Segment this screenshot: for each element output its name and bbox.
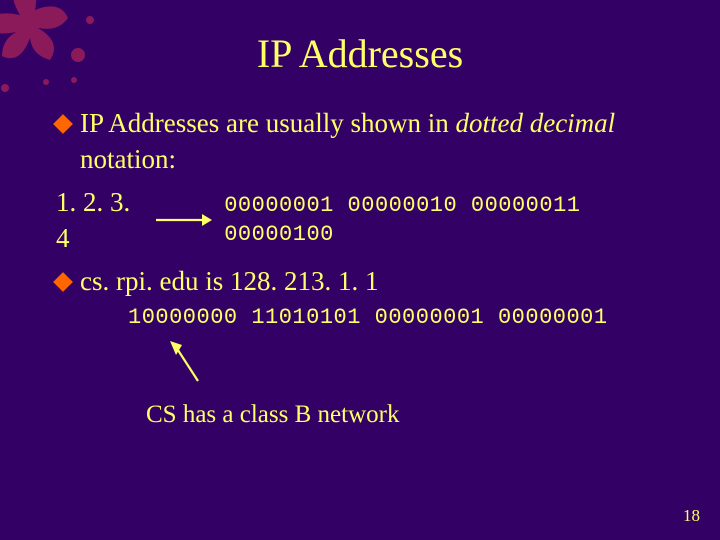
bullet-diamond-icon — [53, 114, 73, 134]
binary-line-2: 10000000 11010101 00000001 00000001 — [128, 303, 672, 333]
bullet-2-value: 128. 213. 1. 1 — [230, 266, 379, 296]
bullet-2-prefix: cs. rpi. edu is — [80, 266, 230, 296]
bullet-diamond-icon — [53, 272, 73, 292]
bullet-1-prefix: IP Addresses are usually shown in — [80, 108, 455, 138]
bullet-1: IP Addresses are usually shown in dotted… — [56, 105, 672, 178]
bullet-1-suffix: notation: — [80, 144, 176, 174]
bullet-1-text: IP Addresses are usually shown in dotted… — [80, 105, 672, 178]
page-number: 18 — [683, 506, 700, 526]
arrow-right-icon — [154, 211, 214, 229]
example-binary: 00000001 00000010 00000011 00000100 — [224, 191, 672, 250]
slide-title: IP Addresses — [48, 30, 672, 77]
example-line: 1. 2. 3. 4 00000001 00000010 00000011 00… — [56, 184, 672, 257]
bullet-1-italic: dotted decimal — [455, 108, 615, 138]
bullet-2: cs. rpi. edu is 128. 213. 1. 1 — [56, 263, 672, 299]
slide: IP Addresses IP Addresses are usually sh… — [0, 0, 720, 540]
example-ip: 1. 2. 3. 4 — [56, 184, 144, 257]
slide-content: IP Addresses are usually shown in dotted… — [48, 105, 672, 432]
bullet-2-text: cs. rpi. edu is 128. 213. 1. 1 — [80, 263, 672, 299]
annotation-text: CS has a class B network — [146, 398, 672, 432]
arrow-up-left-icon — [166, 337, 216, 387]
